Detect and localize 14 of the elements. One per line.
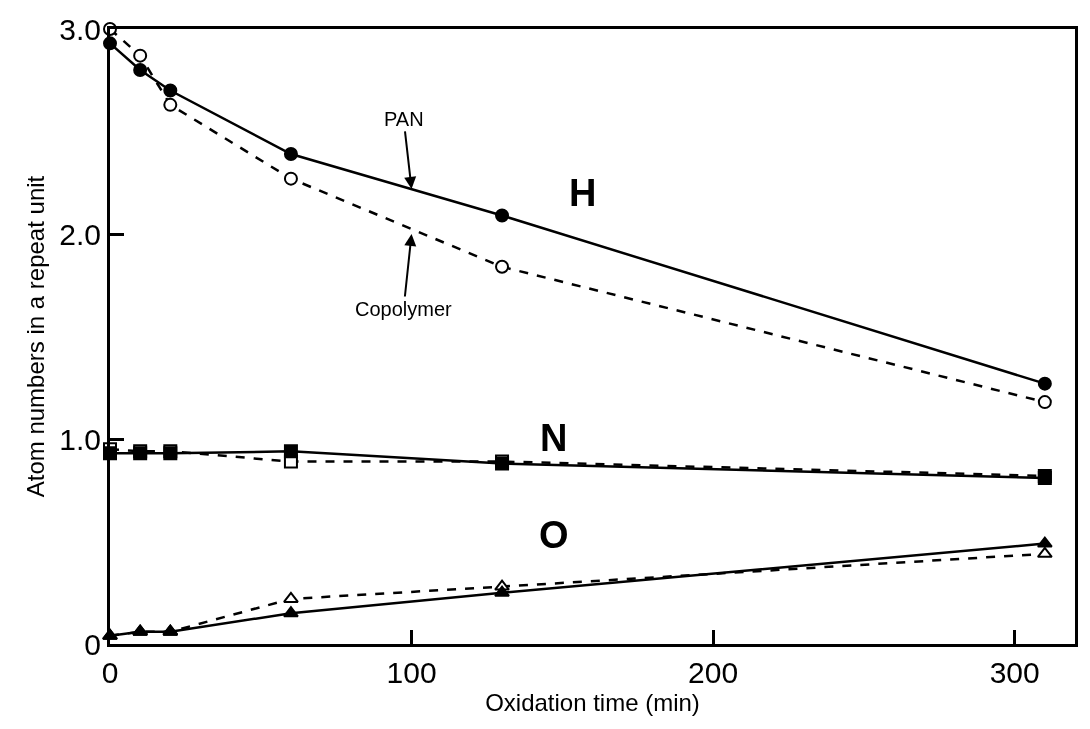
y-tick-label: 0	[84, 627, 101, 661]
annotation: H	[569, 172, 597, 214]
x-tick-label: 200	[688, 656, 739, 689]
y-tick-label: 3.0	[59, 12, 101, 46]
y-tick-label: 1.0	[59, 422, 101, 456]
annotation: PAN	[384, 108, 424, 130]
annotation: O	[539, 514, 569, 556]
x-tick-label: 300	[989, 656, 1040, 689]
x-tick-label: 100	[386, 656, 437, 689]
annotation: N	[540, 417, 568, 459]
y-tick-label: 2.0	[59, 217, 101, 251]
x-axis-title: Oxidation time (min)	[485, 689, 700, 716]
y-axis-title: Atom numbers in a repeat unit	[22, 175, 50, 498]
annotation: Copolymer	[355, 298, 453, 320]
